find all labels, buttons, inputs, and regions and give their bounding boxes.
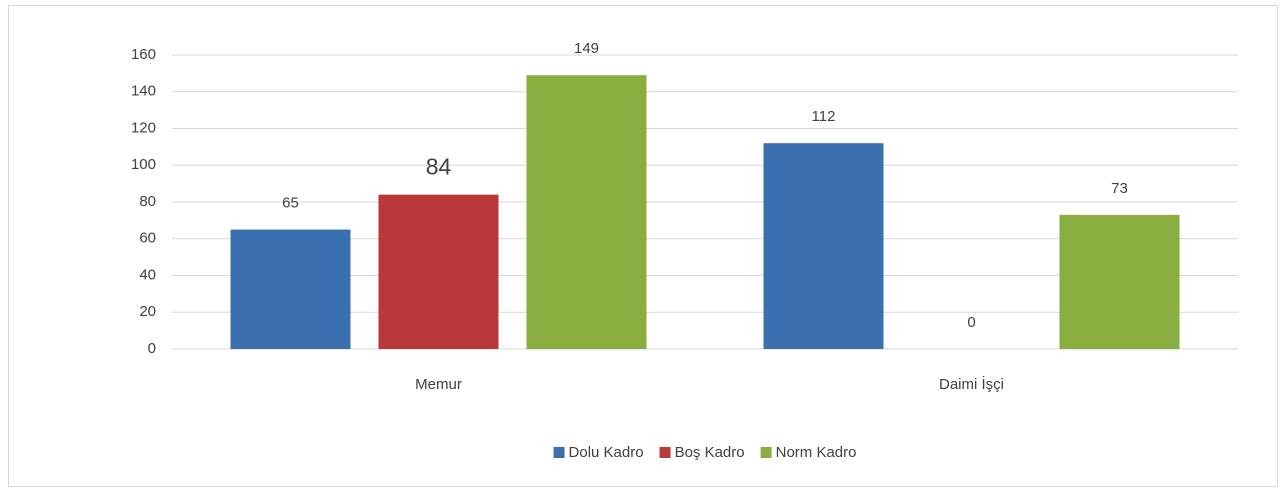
data-label: 0 bbox=[967, 314, 975, 331]
data-label: 65 bbox=[282, 195, 299, 212]
y-tick-label: 80 bbox=[139, 193, 156, 210]
y-tick-label: 60 bbox=[139, 230, 156, 247]
y-tick-label: 100 bbox=[131, 156, 156, 173]
data-label: 84 bbox=[426, 154, 452, 180]
bar bbox=[526, 75, 647, 350]
bar bbox=[1059, 214, 1180, 349]
bar bbox=[230, 229, 351, 349]
bar bbox=[763, 143, 884, 349]
legend-label: Dolu Kadro bbox=[569, 444, 644, 461]
legend-label: Boş Kadro bbox=[675, 444, 745, 461]
y-tick-label: 120 bbox=[131, 119, 156, 136]
y-tick-label: 40 bbox=[139, 266, 156, 283]
x-tick-label: Memur bbox=[415, 376, 462, 393]
x-tick-label: Daimi İşçi bbox=[939, 375, 1004, 393]
legend-label: Norm Kadro bbox=[776, 444, 857, 461]
legend-swatch bbox=[760, 447, 772, 458]
data-label: 149 bbox=[574, 40, 599, 57]
y-tick-label: 20 bbox=[139, 303, 156, 320]
legend-swatch bbox=[659, 447, 671, 458]
bar bbox=[378, 194, 499, 349]
y-tick-label: 140 bbox=[131, 83, 156, 100]
y-tick-label: 0 bbox=[148, 340, 156, 357]
data-label: 112 bbox=[812, 108, 836, 125]
y-tick-label: 160 bbox=[131, 46, 156, 63]
legend-swatch bbox=[553, 447, 565, 458]
data-label: 73 bbox=[1111, 180, 1128, 197]
